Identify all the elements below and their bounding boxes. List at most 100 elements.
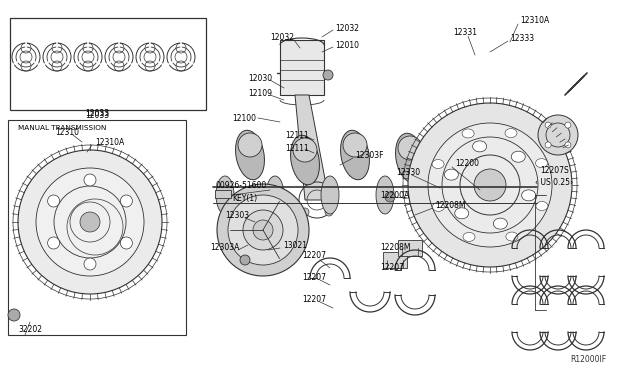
Text: 12200: 12200 bbox=[455, 158, 479, 167]
Circle shape bbox=[47, 195, 60, 207]
Circle shape bbox=[293, 138, 317, 162]
Ellipse shape bbox=[396, 133, 424, 183]
Text: 12331: 12331 bbox=[453, 28, 477, 36]
Ellipse shape bbox=[432, 160, 444, 169]
Circle shape bbox=[343, 133, 367, 157]
Circle shape bbox=[545, 122, 551, 128]
Text: 12310A: 12310A bbox=[520, 16, 549, 25]
Text: 12032: 12032 bbox=[335, 23, 359, 32]
Text: 12303F: 12303F bbox=[355, 151, 383, 160]
Bar bbox=[280, 40, 324, 95]
Circle shape bbox=[8, 309, 20, 321]
Ellipse shape bbox=[236, 130, 264, 180]
Circle shape bbox=[36, 168, 144, 276]
Text: R12000IF: R12000IF bbox=[570, 356, 606, 365]
Circle shape bbox=[538, 115, 578, 155]
Circle shape bbox=[18, 150, 162, 294]
Bar bbox=[215, 190, 231, 198]
Circle shape bbox=[323, 70, 333, 80]
Circle shape bbox=[565, 142, 571, 148]
Text: 00926-51600: 00926-51600 bbox=[215, 180, 266, 189]
Bar bbox=[10, 18, 206, 110]
Ellipse shape bbox=[476, 176, 494, 214]
Circle shape bbox=[565, 122, 571, 128]
Circle shape bbox=[448, 133, 472, 157]
Circle shape bbox=[120, 195, 132, 207]
Ellipse shape bbox=[433, 202, 444, 211]
Circle shape bbox=[84, 258, 96, 270]
Text: 12033: 12033 bbox=[85, 109, 109, 118]
Polygon shape bbox=[295, 95, 329, 200]
Circle shape bbox=[385, 192, 395, 202]
Text: 12207: 12207 bbox=[380, 263, 404, 273]
Circle shape bbox=[120, 237, 132, 249]
Ellipse shape bbox=[536, 158, 548, 168]
Circle shape bbox=[47, 237, 60, 249]
Circle shape bbox=[84, 174, 96, 186]
Text: 12200A: 12200A bbox=[380, 190, 409, 199]
Text: KEY(1): KEY(1) bbox=[232, 193, 257, 202]
Text: 12207S: 12207S bbox=[540, 166, 569, 174]
Ellipse shape bbox=[473, 141, 486, 152]
Text: 12030: 12030 bbox=[248, 74, 272, 83]
Text: 12033: 12033 bbox=[85, 110, 109, 119]
Text: 12100: 12100 bbox=[232, 113, 256, 122]
Text: 13021: 13021 bbox=[283, 241, 307, 250]
Text: MANUAL TRANSMISSION: MANUAL TRANSMISSION bbox=[18, 125, 106, 131]
Text: 12310A: 12310A bbox=[95, 138, 124, 147]
Ellipse shape bbox=[506, 232, 518, 241]
Ellipse shape bbox=[511, 151, 525, 162]
Ellipse shape bbox=[493, 218, 508, 229]
Text: 12303A: 12303A bbox=[210, 244, 239, 253]
Ellipse shape bbox=[521, 176, 539, 214]
Ellipse shape bbox=[216, 176, 234, 214]
Ellipse shape bbox=[454, 208, 468, 219]
Ellipse shape bbox=[321, 176, 339, 214]
Circle shape bbox=[301, 208, 309, 216]
Circle shape bbox=[325, 208, 333, 216]
Text: 12109: 12109 bbox=[248, 89, 272, 97]
Bar bbox=[8, 120, 186, 335]
Circle shape bbox=[408, 103, 572, 267]
Circle shape bbox=[80, 212, 100, 232]
Ellipse shape bbox=[426, 176, 444, 214]
Text: ‹ US 0.25›: ‹ US 0.25› bbox=[535, 177, 573, 186]
Bar bbox=[398, 240, 422, 256]
Text: 12111: 12111 bbox=[285, 144, 308, 153]
Ellipse shape bbox=[505, 129, 517, 138]
Circle shape bbox=[217, 184, 309, 276]
Ellipse shape bbox=[266, 176, 284, 214]
Text: 12207: 12207 bbox=[302, 295, 326, 305]
Text: 12333: 12333 bbox=[510, 33, 534, 42]
Circle shape bbox=[398, 136, 422, 160]
Circle shape bbox=[428, 123, 552, 247]
Text: 12010: 12010 bbox=[335, 41, 359, 49]
Circle shape bbox=[240, 255, 250, 265]
Ellipse shape bbox=[462, 129, 474, 138]
Ellipse shape bbox=[445, 130, 474, 180]
Ellipse shape bbox=[536, 202, 548, 211]
Text: 12207: 12207 bbox=[302, 273, 326, 282]
Circle shape bbox=[243, 210, 283, 250]
Text: 32202: 32202 bbox=[18, 326, 42, 334]
Text: 12111: 12111 bbox=[285, 131, 308, 140]
Bar bbox=[383, 252, 407, 268]
Text: 12303: 12303 bbox=[225, 211, 249, 219]
Circle shape bbox=[474, 169, 506, 201]
Circle shape bbox=[545, 142, 551, 148]
Text: 12330: 12330 bbox=[396, 167, 420, 176]
Text: 12208M: 12208M bbox=[435, 201, 465, 209]
Ellipse shape bbox=[522, 190, 536, 201]
Text: 12208M: 12208M bbox=[380, 244, 410, 253]
Text: 12032: 12032 bbox=[270, 32, 294, 42]
Circle shape bbox=[253, 220, 273, 240]
Ellipse shape bbox=[376, 176, 394, 214]
Text: 12207: 12207 bbox=[302, 250, 326, 260]
Text: 12310: 12310 bbox=[55, 128, 79, 137]
Circle shape bbox=[238, 133, 262, 157]
Ellipse shape bbox=[291, 135, 319, 185]
Ellipse shape bbox=[444, 169, 458, 180]
Circle shape bbox=[228, 195, 298, 265]
Ellipse shape bbox=[340, 130, 369, 180]
Ellipse shape bbox=[463, 232, 475, 241]
